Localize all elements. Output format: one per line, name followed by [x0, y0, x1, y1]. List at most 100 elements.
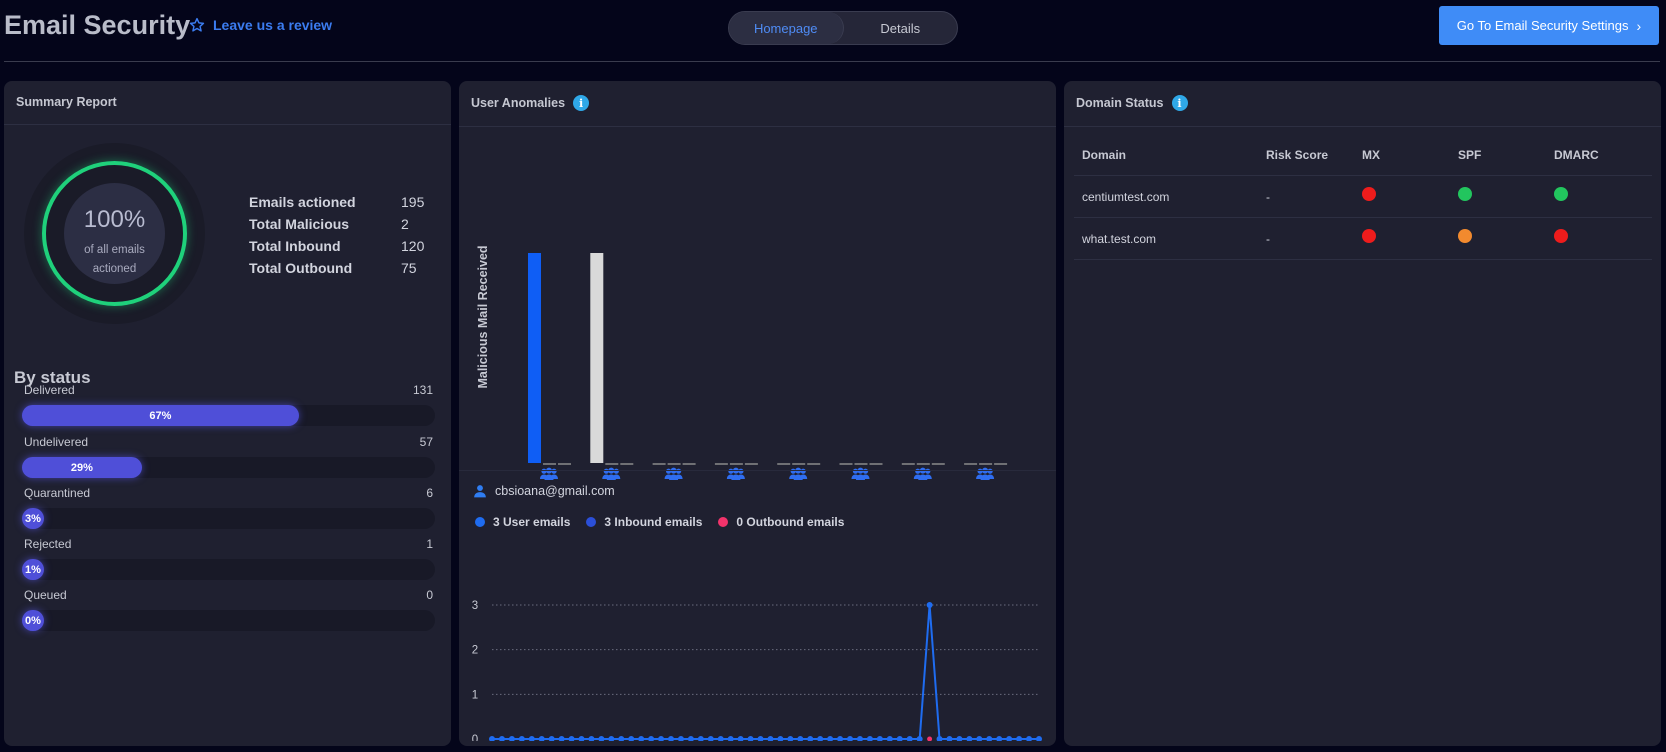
tab-details[interactable]: Details: [880, 20, 921, 36]
user-emails-line-chart: 0 1 2 3: [472, 600, 1042, 741]
malicious-mail-bar-chart: Malicious Mail Received: [476, 245, 1008, 480]
by-status-title: By status: [14, 368, 91, 387]
column-header-dmarc[interactable]: DMARC: [1554, 147, 1599, 162]
table-row[interactable]: what.test.com -: [1074, 218, 1652, 260]
users-icon: [851, 467, 870, 480]
view-tabs: Homepage Details: [728, 11, 958, 45]
users-icon: [976, 467, 995, 480]
table-row[interactable]: centiumtest.com -: [1074, 176, 1652, 218]
actioned-percent: 100%: [83, 206, 146, 233]
domain-name: centiumtest.com: [1082, 189, 1170, 204]
review-link-label: Leave us a review: [213, 17, 333, 33]
users-icon-body: [913, 474, 932, 480]
tab-homepage[interactable]: Homepage: [729, 12, 844, 44]
data-point: [568, 736, 575, 741]
data-point: [946, 736, 953, 741]
users-icon-head: [551, 468, 557, 474]
panel-divider: [4, 124, 451, 125]
donut-ring: [42, 161, 187, 306]
y-tick-label: 1: [472, 689, 478, 701]
users-icon-body: [602, 474, 621, 480]
status-label: Rejected: [24, 537, 72, 551]
data-point: [996, 736, 1003, 741]
domain-name: what.test.com: [1082, 231, 1157, 246]
header: Email Security Leave us a review Homepag…: [0, 0, 1666, 62]
status-bar-fill: 0%: [22, 610, 44, 631]
info-icon[interactable]: i: [1171, 95, 1188, 111]
status-bar-fill: 67%: [22, 405, 299, 426]
email-security-settings-button[interactable]: Go To Email Security Settings ›: [1439, 6, 1659, 45]
data-point: [608, 736, 615, 741]
bar: [528, 253, 541, 463]
data-point: [886, 736, 893, 741]
info-icon[interactable]: i: [573, 95, 590, 111]
users-icon-head: [800, 468, 806, 474]
status-label: Delivered: [24, 383, 75, 397]
status-rejected: Rejected 1 1%: [22, 537, 435, 580]
status-bar-fill: 29%: [22, 457, 142, 478]
data-point: [827, 736, 834, 741]
data-point-outbound: [927, 736, 933, 741]
data-point: [936, 736, 943, 741]
data-point: [896, 736, 903, 741]
users-icon-head: [925, 468, 931, 474]
stat-value: 120: [401, 238, 425, 254]
status-bar-fill: 3%: [22, 508, 44, 529]
mx-status-dot: [1362, 186, 1376, 201]
status-label: Quarantined: [24, 486, 91, 500]
stat-label: Total Malicious: [249, 216, 350, 232]
data-point: [677, 736, 684, 741]
data-point: [508, 736, 515, 741]
status-quarantined: Quarantined 6 3%: [22, 486, 435, 529]
users-icon-body: [726, 474, 745, 480]
status-label: Queued: [24, 588, 67, 602]
column-header-spf[interactable]: SPF: [1458, 147, 1482, 162]
stat-value: 2: [401, 216, 409, 232]
legend-dot: [718, 517, 729, 527]
users-icon-head: [987, 468, 993, 474]
data-point: [807, 736, 814, 741]
summary-stats: Emails actioned 195 Total Malicious 2 Tota…: [249, 194, 424, 282]
data-point: [648, 736, 655, 741]
data-point: [658, 736, 665, 741]
summary-report-title-text: Summary Report: [16, 95, 117, 109]
data-point: [837, 736, 844, 741]
table-header-row: Domain Risk Score MX SPF DMARC: [1074, 134, 1652, 176]
selected-user: cbsioana@gmail.com: [473, 484, 615, 498]
user-anomalies-title: User Anomalies i: [471, 95, 590, 111]
data-point: [866, 736, 873, 741]
stat-row: Total Malicious 2: [249, 216, 424, 238]
users-icon-head: [852, 468, 859, 474]
column-header-risk-score[interactable]: Risk Score: [1266, 147, 1329, 162]
legend-item[interactable]: 3 User emails: [475, 515, 570, 529]
users-icon-head: [977, 468, 983, 474]
data-point: [638, 736, 645, 741]
risk-score: -: [1266, 189, 1270, 204]
column-header-mx[interactable]: MX: [1362, 147, 1380, 162]
status-bar-track: 1%: [22, 559, 435, 580]
legend-item[interactable]: 3 Inbound emails: [586, 515, 702, 529]
chevron-right-icon: ›: [1636, 17, 1642, 34]
bar: [590, 253, 604, 463]
donut-center: [64, 183, 165, 284]
leave-review-link[interactable]: Leave us a review: [189, 17, 332, 33]
users-icon-body: [664, 474, 683, 480]
legend-item[interactable]: 0 Outbound emails: [718, 515, 844, 529]
risk-score: -: [1266, 231, 1270, 246]
users-icon-head: [603, 468, 609, 474]
users-icon-head: [613, 468, 619, 474]
stat-label: Total Outbound: [249, 260, 353, 276]
users-icon: [726, 467, 745, 480]
dmarc-status-dot: [1554, 228, 1568, 243]
users-icon: [602, 467, 621, 480]
status-bar-track: 67%: [22, 405, 435, 426]
panel-divider: [459, 126, 1056, 127]
data-point: [737, 736, 744, 741]
status-bar-track: 0%: [22, 610, 435, 631]
settings-button-label: Go To Email Security Settings: [1456, 18, 1629, 33]
column-header-domain[interactable]: Domain: [1082, 147, 1127, 162]
app-title: Email Security: [4, 10, 191, 40]
status-count: 0: [426, 588, 433, 602]
actioned-donut: 100% of all emails actioned: [24, 143, 205, 324]
domain-status-panel: Domain Status i Domain Risk Score MX SPF…: [1064, 81, 1661, 746]
